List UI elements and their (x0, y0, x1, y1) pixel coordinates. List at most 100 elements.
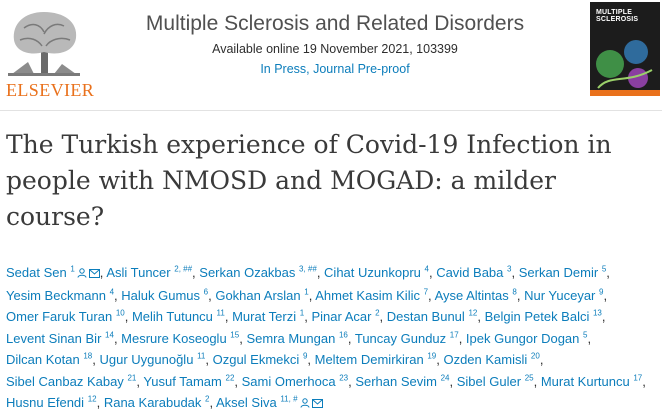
author-link[interactable]: Omer Faruk Turan 10 (6, 309, 125, 324)
author-name: Semra Mungan (246, 330, 336, 346)
author-separator: , (458, 330, 466, 346)
author-link[interactable]: Serhan Sevim 24 (355, 374, 449, 389)
publication-status-link[interactable]: In Press, Journal Pre-proof (260, 62, 410, 76)
person-icon[interactable] (300, 393, 310, 415)
affiliation-marker: 15 (230, 330, 240, 340)
affiliation-marker: 11 (197, 351, 206, 361)
author-link[interactable]: Asli Tuncer 2, ## (106, 265, 192, 280)
author-link[interactable]: Sami Omerhoca 23 (242, 374, 348, 389)
author-link[interactable]: Dilcan Kotan 18 (6, 352, 92, 367)
author-link[interactable]: Murat Terzi 1 (232, 309, 304, 324)
author-separator: , (205, 352, 213, 367)
author-link[interactable]: Destan Bunul 12 (387, 309, 478, 324)
author-separator: , (113, 330, 122, 346)
affiliation-marker: 5 (583, 330, 588, 340)
author-link[interactable]: Mesrure Koseoglu 15 (121, 331, 239, 346)
author-separator: , (477, 309, 485, 324)
elsevier-logo[interactable]: ELSEVIER (4, 4, 94, 100)
author-link[interactable]: Yesim Beckmann 4 (6, 288, 114, 303)
author-separator: , (379, 309, 387, 324)
author-link[interactable]: Rana Karabudak 2 (104, 395, 210, 410)
affiliation-marker: 12 (87, 394, 97, 404)
author-separator: , (533, 373, 541, 389)
author-separator: , (428, 287, 435, 303)
author-link[interactable]: Ozgul Ekmekci 9 (213, 352, 308, 367)
author-link[interactable]: Melih Tutuncu 11 (132, 309, 225, 324)
journal-cover-image[interactable]: MULTIPLE SCLEROSIS (590, 2, 660, 96)
author-name: Ayse Altintas (434, 287, 509, 303)
author-link[interactable]: Haluk Gumus 6 (121, 288, 208, 303)
author-separator: , (99, 265, 107, 280)
author-link[interactable]: Serkan Ozakbas 3, ## (199, 265, 317, 280)
author-name: Pinar Acar (311, 309, 372, 324)
mail-icon[interactable] (88, 263, 100, 285)
affiliation-marker: 1 (304, 287, 309, 297)
author-link[interactable]: Serkan Demir 5 (519, 265, 607, 280)
author-link[interactable]: Cavid Baba 3 (436, 265, 511, 280)
author-link[interactable]: Cihat Uzunkopru 4 (324, 265, 429, 280)
author-name: Levent Sinan Bir (6, 330, 102, 346)
author-link[interactable]: Ayse Altintas 8 (435, 288, 517, 303)
person-icon[interactable] (77, 263, 87, 285)
author-separator: , (436, 352, 444, 367)
author-separator: , (642, 373, 646, 389)
author-link[interactable]: Sedat Sen 1 (6, 265, 100, 280)
elsevier-tree-icon (8, 12, 80, 76)
author-name: Tuncay Gunduz (354, 330, 447, 346)
author-link[interactable]: Aksel Siva 11, # (216, 395, 323, 410)
author-link[interactable]: Belgin Petek Balci 13 (485, 309, 602, 324)
author-name: Gokhan Arslan (215, 287, 301, 303)
author-link[interactable]: Ipek Gungor Dogan 5 (466, 331, 588, 346)
author-link[interactable]: Murat Kurtuncu 17 (541, 374, 642, 389)
affiliation-marker: 16 (338, 330, 348, 340)
affiliation-marker: 2 (205, 394, 210, 404)
author-link[interactable]: Pinar Acar 2 (311, 309, 379, 324)
author-link[interactable]: Semra Mungan 16 (246, 331, 347, 346)
author-link[interactable]: Nur Yuceyar 9 (524, 288, 603, 303)
affiliation-marker: 23 (339, 373, 349, 383)
author-link[interactable]: Meltem Demirkiran 19 (315, 352, 437, 367)
affiliation-marker: 11 (216, 308, 225, 318)
author-name: Meltem Demirkiran (314, 352, 424, 367)
affiliation-marker: 3 (507, 264, 512, 274)
author-name: Nur Yuceyar (524, 287, 596, 303)
author-separator: , (208, 287, 216, 303)
author-name: Ipek Gungor Dogan (465, 330, 580, 346)
affiliation-marker: 17 (449, 330, 459, 340)
author-link[interactable]: Sibel Canbaz Kabay 21 (6, 374, 136, 389)
author-separator: , (516, 287, 525, 303)
affiliation-marker: 22 (225, 373, 235, 383)
affiliation-marker: 9 (599, 287, 604, 297)
author-name: Ahmet Kasim Kilic (315, 287, 420, 303)
affiliation-marker: 5 (601, 264, 607, 274)
mail-icon[interactable] (311, 393, 323, 415)
affiliation-marker: 18 (83, 351, 93, 361)
author-link[interactable]: Gokhan Arslan 1 (215, 288, 308, 303)
author-name: Cihat Uzunkopru (324, 265, 421, 280)
affiliation-marker: 9 (302, 351, 308, 361)
author-link[interactable]: Yusuf Tamam 22 (143, 374, 234, 389)
author-name: Dilcan Kotan (6, 352, 80, 367)
affiliation-marker: 4 (109, 287, 115, 297)
author-link[interactable]: Ahmet Kasim Kilic 7 (315, 288, 428, 303)
author-name: Cavid Baba (436, 265, 504, 280)
author-link[interactable]: Sibel Guler 25 (457, 374, 534, 389)
author-separator: , (136, 373, 144, 389)
author-separator: , (307, 352, 315, 367)
author-name: Haluk Gumus (121, 287, 201, 303)
author-name: Destan Bunul (386, 309, 465, 324)
author-link[interactable]: Ugur Uygunoğlu 11 (99, 352, 205, 367)
author-separator: , (114, 287, 122, 303)
header-divider (0, 110, 662, 111)
author-link[interactable]: Levent Sinan Bir 14 (6, 331, 114, 346)
author-separator: , (348, 373, 356, 389)
author-link[interactable]: Tuncay Gunduz 17 (355, 331, 459, 346)
author-separator: , (511, 265, 519, 280)
author-name: Sibel Guler (456, 373, 522, 389)
journal-title[interactable]: Multiple Sclerosis and Related Disorders (145, 12, 525, 35)
author-separator: , (92, 352, 100, 367)
affiliation-marker: 6 (203, 287, 209, 297)
affiliation-marker: 1 (70, 264, 75, 274)
author-link[interactable]: Husnu Efendi 12 (6, 395, 97, 410)
author-link[interactable]: Ozden Kamisli 20 (443, 352, 539, 367)
